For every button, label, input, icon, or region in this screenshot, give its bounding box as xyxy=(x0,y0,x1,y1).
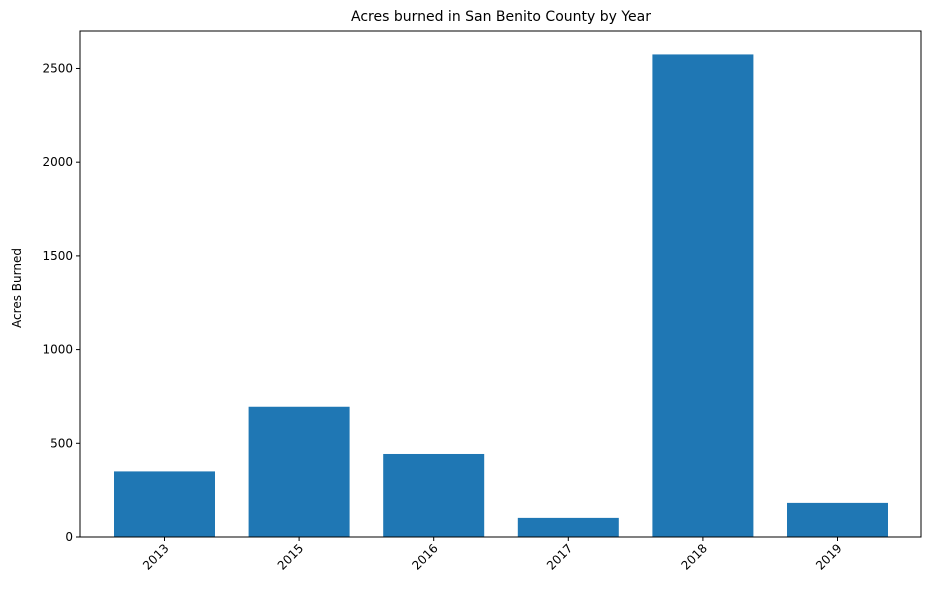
y-axis-ticks: 0 500 1000 1500 2000 2500 xyxy=(42,61,80,544)
y-tick-label: 1500 xyxy=(42,249,73,263)
y-tick-label: 0 xyxy=(65,530,73,544)
x-tick-label: 2018 xyxy=(679,541,710,572)
bar-2015 xyxy=(248,406,350,537)
y-tick-label: 1000 xyxy=(42,343,73,357)
bar-2019 xyxy=(787,502,888,537)
plot-area-frame xyxy=(79,30,922,538)
x-tick-label: 2019 xyxy=(813,541,844,572)
x-tick-label: 2015 xyxy=(275,541,306,572)
y-axis-label: Acres Burned xyxy=(10,248,24,328)
bar-2016 xyxy=(383,453,485,537)
bar-2017 xyxy=(517,517,619,537)
bar-2018 xyxy=(652,54,754,537)
chart-title: Acres burned in San Benito County by Yea… xyxy=(351,9,651,25)
x-axis-ticks: 2013 2015 2016 2017 2018 2019 xyxy=(140,537,845,573)
x-tick-label: 2016 xyxy=(409,541,440,572)
bar-2013 xyxy=(114,471,215,537)
x-tick-label: 2013 xyxy=(140,541,171,572)
x-tick-label: 2017 xyxy=(544,541,575,572)
y-tick-label: 500 xyxy=(50,436,73,450)
bars-group xyxy=(114,54,888,537)
y-tick-label: 2500 xyxy=(42,61,73,75)
y-tick-label: 2000 xyxy=(42,155,73,169)
